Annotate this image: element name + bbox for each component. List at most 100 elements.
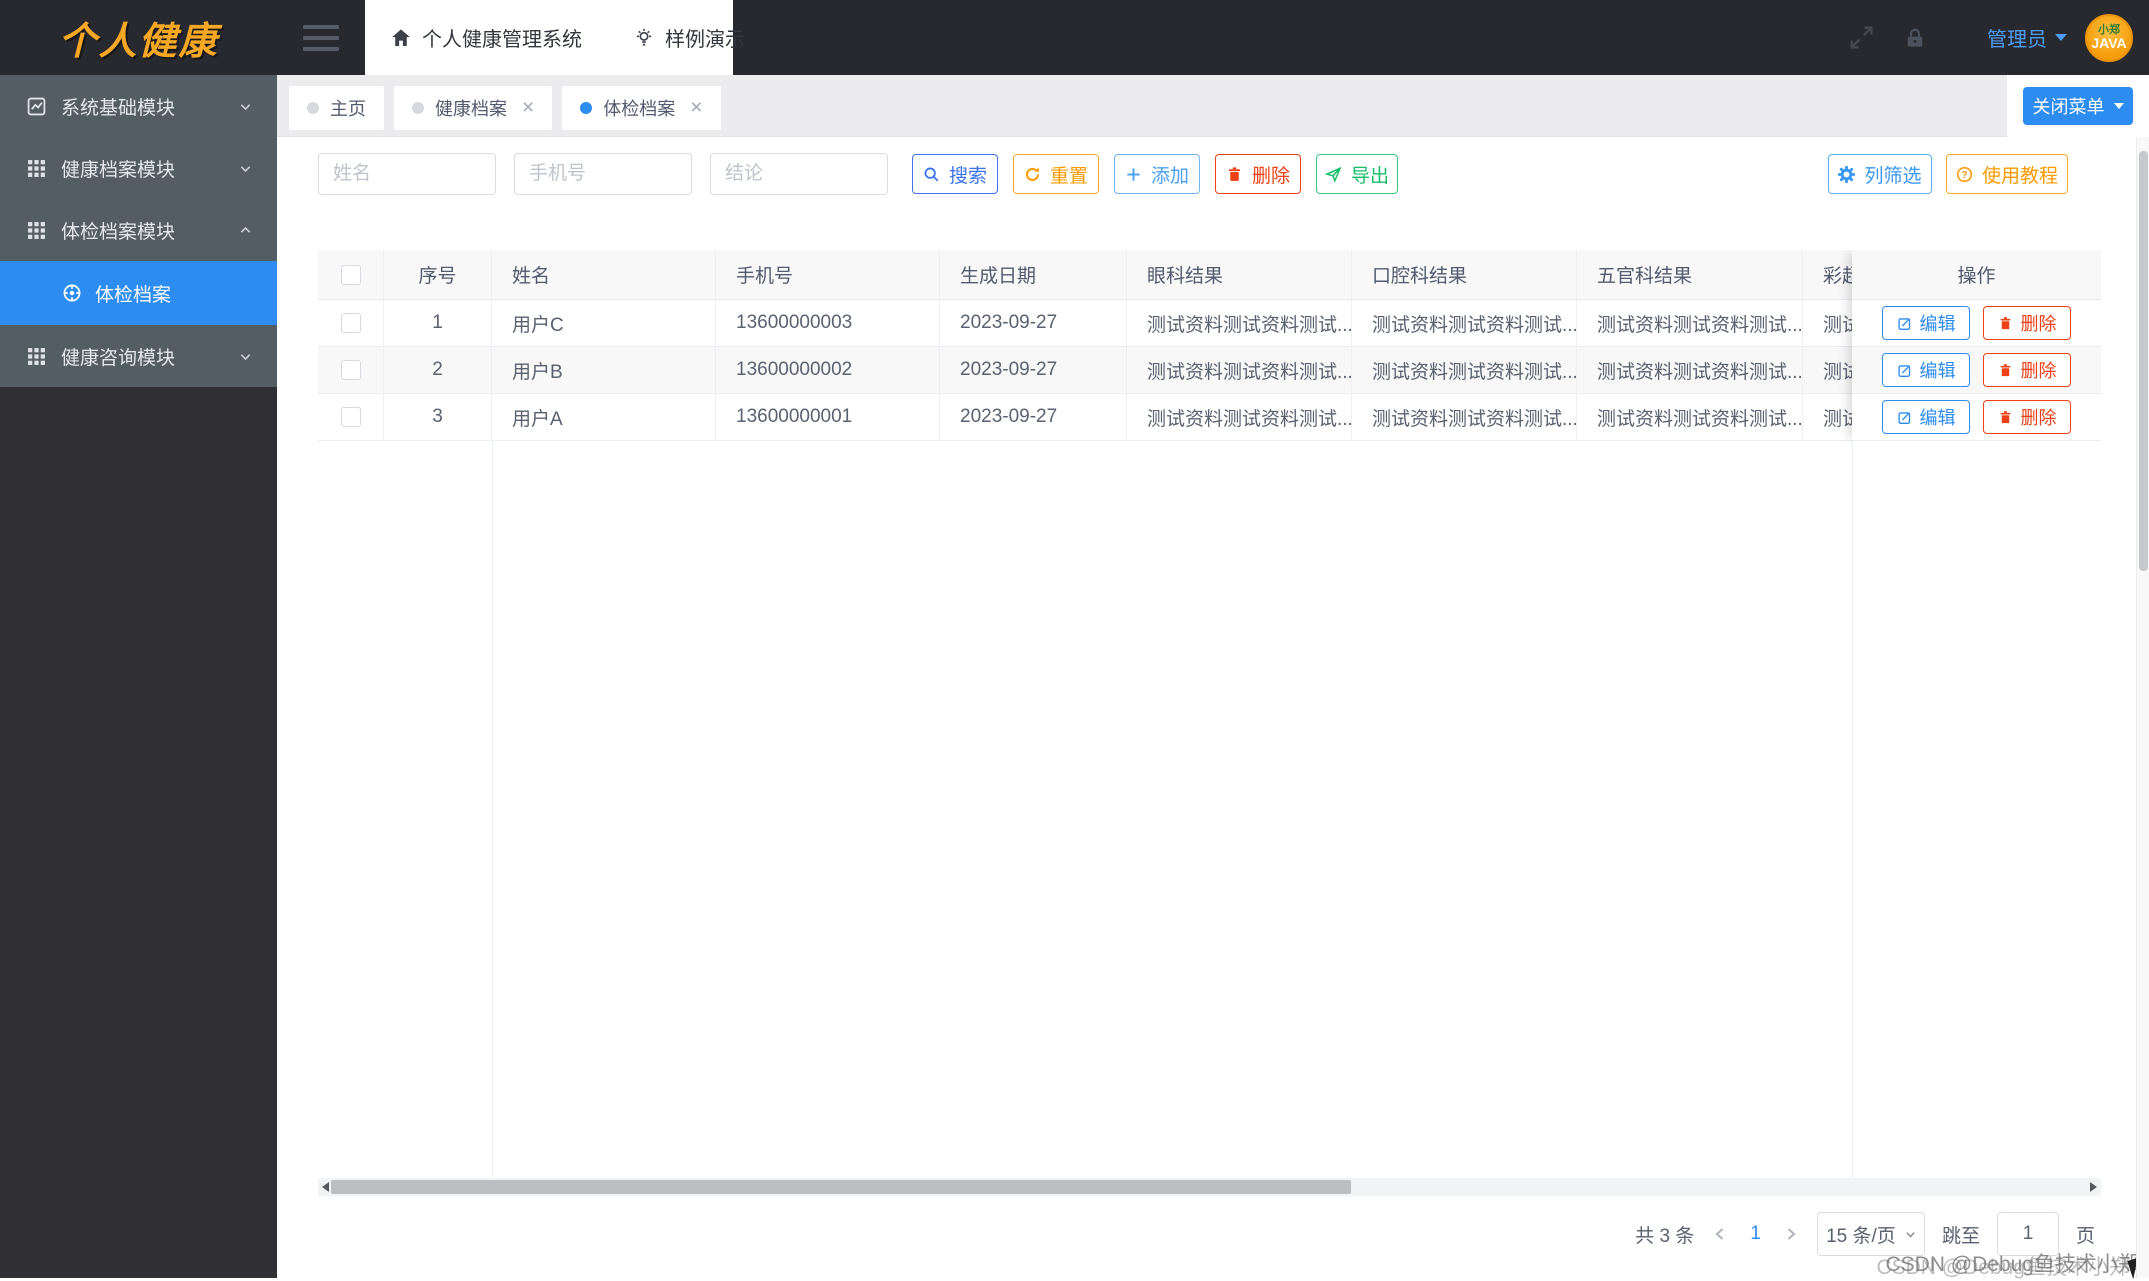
avatar-text-bottom: JAVA [2091, 34, 2127, 51]
search-button[interactable]: 搜索 [912, 154, 998, 194]
sidebar-item-health-consult[interactable]: 健康咨询模块 [0, 325, 277, 387]
horizontal-scrollbar[interactable] [318, 1178, 2101, 1196]
exam-records-table: 序号 姓名 手机号 生成日期 眼科结果 口腔科结果 五官科结果 彩超结果 1 用… [318, 250, 2101, 441]
tab-home[interactable]: 主页 [288, 85, 385, 131]
fullscreen-icon[interactable] [1848, 24, 1875, 51]
chevron-down-icon [2055, 34, 2067, 41]
close-icon[interactable]: × [690, 96, 703, 119]
export-button[interactable]: 导出 [1316, 154, 1398, 194]
actions-fixed-column: 操作 编辑 删除 [1852, 250, 2101, 441]
avatar[interactable]: 小郑 JAVA [2085, 13, 2133, 62]
sidebar-item-system-base[interactable]: 系统基础模块 [0, 75, 277, 137]
vertical-scrollbar-thumb[interactable] [2139, 151, 2148, 571]
cell-seq: 1 [384, 300, 492, 347]
page-size-select[interactable]: 15 条/页 [1816, 1212, 1925, 1256]
chart-icon [27, 97, 46, 116]
col-header-date: 生成日期 [940, 250, 1127, 300]
chevron-down-icon [238, 99, 253, 114]
home-icon [391, 28, 411, 48]
lock-icon[interactable] [1903, 26, 1927, 50]
edit-button[interactable]: 编辑 [1882, 306, 1970, 340]
sidebar-item-label: 健康咨询模块 [61, 347, 176, 369]
edit-icon [1897, 410, 1912, 425]
horizontal-scrollbar-thumb[interactable] [331, 1180, 1351, 1194]
cell-ent: 测试资料测试资料测试... [1577, 300, 1803, 347]
tab-label: 健康档案 [435, 99, 507, 119]
tab-list: 主页 健康档案 × 体检档案 × [288, 85, 722, 131]
nav-item-label: 样例演示 [665, 29, 745, 51]
delete-label: 删除 [2020, 408, 2057, 428]
tab-label: 主页 [330, 99, 366, 119]
edit-icon [1897, 316, 1912, 331]
tutorial-button[interactable]: ? 使用教程 [1946, 154, 2068, 194]
row-checkbox[interactable] [340, 407, 361, 427]
delete-label: 删除 [1251, 165, 1290, 187]
next-page-icon[interactable] [1782, 1225, 1800, 1243]
cell-name: 用户C [492, 300, 716, 347]
chevron-down-icon [2113, 103, 2124, 109]
col-header-oral: 口腔科结果 [1352, 250, 1577, 300]
cell-oral: 测试资料测试资料测试... [1352, 300, 1577, 347]
delete-row-button[interactable]: 删除 [1983, 306, 2071, 340]
user-menu[interactable]: 管理员 [1987, 23, 2067, 52]
col-header-actions: 操作 [1852, 250, 2101, 300]
chevron-up-icon [238, 223, 253, 238]
name-filter-input[interactable] [318, 153, 496, 195]
edit-button[interactable]: 编辑 [1882, 353, 1970, 387]
grid-icon [27, 347, 46, 366]
tutorial-label: 使用教程 [1981, 165, 2058, 187]
tab-health-archive[interactable]: 健康档案 × [393, 85, 554, 131]
close-icon[interactable]: × [522, 96, 535, 119]
phone-filter-input[interactable] [514, 153, 692, 195]
cell-eye: 测试资料测试资料测试... [1127, 300, 1352, 347]
grid-icon [27, 221, 46, 240]
delete-row-button[interactable]: 删除 [1983, 353, 2071, 387]
pagination: 共 3 条 1 15 条/页 跳至 页 [1635, 1211, 2095, 1257]
row-actions: 编辑 删除 [1852, 347, 2101, 394]
jump-page-input[interactable] [1996, 1212, 2059, 1256]
page-number-current[interactable]: 1 [1750, 1223, 1761, 1244]
column-divider [492, 441, 493, 1178]
close-menu-label: 关闭菜单 [2032, 97, 2105, 117]
table-row: 1 用户C 13600000003 2023-09-27 测试资料测试资料测试.… [318, 300, 2101, 347]
cell-phone: 13600000002 [716, 347, 940, 394]
tab-exam-archive[interactable]: 体检档案 × [561, 85, 722, 131]
jump-prefix-label: 跳至 [1941, 1225, 1980, 1247]
col-header-ent: 五官科结果 [1577, 250, 1803, 300]
vertical-scrollbar[interactable] [2136, 137, 2149, 1278]
table-header-row: 序号 姓名 手机号 生成日期 眼科结果 口腔科结果 五官科结果 彩超结果 [318, 250, 2101, 300]
edit-icon [1897, 363, 1912, 378]
sidebar-subitem-label: 体检档案 [95, 284, 172, 306]
nav-item-demo[interactable]: 样例演示 [608, 0, 771, 75]
row-checkbox[interactable] [340, 360, 361, 380]
filter-toolbar: 搜索 重置 添加 [318, 153, 1398, 195]
edit-button[interactable]: 编辑 [1882, 400, 1970, 434]
chevron-down-icon [238, 349, 253, 364]
prev-page-icon[interactable] [1711, 1225, 1729, 1243]
tab-dot-icon [412, 102, 424, 114]
sidebar-subitem-exam-archive[interactable]: 体检档案 [0, 261, 277, 325]
delete-row-button[interactable]: 删除 [1983, 400, 2071, 434]
navbar-right-cluster: 管理员 小郑 JAVA [1848, 0, 2149, 75]
chevron-down-icon [1905, 1229, 1916, 1240]
scroll-right-arrow-icon[interactable] [2090, 1182, 2097, 1192]
open-tabs-bar: 主页 健康档案 × 体检档案 × 关闭菜单 [277, 75, 2149, 137]
column-filter-button[interactable]: 列筛选 [1828, 154, 1932, 194]
sidebar-item-exam-archive-module[interactable]: 体检档案模块 [0, 199, 277, 261]
add-button[interactable]: 添加 [1114, 154, 1200, 194]
row-checkbox[interactable] [340, 313, 361, 333]
sidebar-item-label: 系统基础模块 [61, 97, 176, 119]
sidebar-item-health-archive[interactable]: 健康档案模块 [0, 137, 277, 199]
trash-icon [1998, 316, 2013, 331]
app-logo: 个人健康 [0, 0, 277, 75]
nav-item-home[interactable]: 个人健康管理系统 [365, 0, 608, 75]
scroll-left-arrow-icon[interactable] [322, 1182, 329, 1192]
close-menu-button[interactable]: 关闭菜单 [2023, 87, 2133, 125]
delete-button[interactable]: 删除 [1215, 154, 1301, 194]
select-all-checkbox[interactable] [340, 264, 361, 285]
reset-button[interactable]: 重置 [1013, 154, 1099, 194]
hamburger-menu-icon[interactable] [277, 0, 365, 75]
sidebar-item-label: 体检档案模块 [61, 221, 176, 243]
conclusion-filter-input[interactable] [710, 153, 888, 195]
col-header-seq: 序号 [384, 250, 492, 300]
